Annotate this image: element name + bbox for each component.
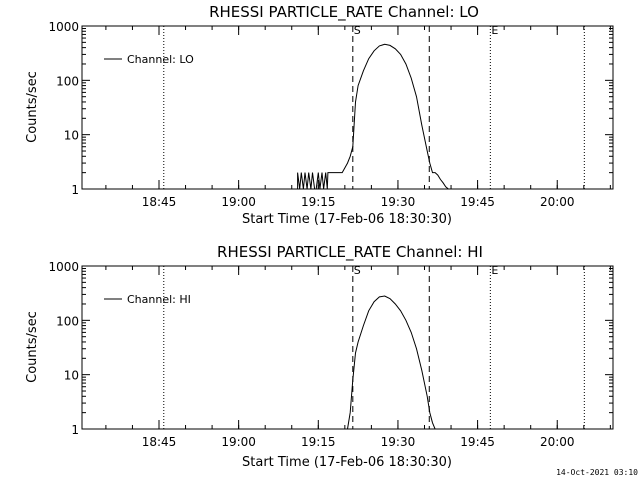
chart-title: RHESSI PARTICLE_RATE Channel: HI (217, 243, 483, 262)
y-axis-label: Counts/sec (25, 311, 40, 383)
chart-title: RHESSI PARTICLE_RATE Channel: LO (209, 3, 479, 22)
x-tick-label: 19:00 (221, 435, 256, 449)
y-tick-label: 100 (56, 74, 79, 88)
timestamp: 14-Oct-2021 03:10 (556, 468, 638, 477)
reference-lines (163, 266, 585, 429)
y-tick-label: 10 (64, 129, 79, 143)
x-tick-label: 20:00 (540, 435, 575, 449)
plot-frame (81, 265, 614, 430)
interval-marker-e: E (491, 24, 498, 37)
x-tick-label: 20:00 (540, 195, 575, 209)
x-axis-label: Start Time (17-Feb-06 18:30:30) (242, 455, 452, 470)
plot-frame (81, 25, 614, 190)
y-tick-label: 1000 (48, 20, 79, 34)
x-tick-label: 18:45 (142, 195, 177, 209)
y-tick-label: 1 (71, 423, 79, 437)
interval-marker-s: S (354, 264, 361, 277)
legend-label: Channel: HI (127, 293, 191, 306)
y-axis-ticks: 1 10 100 1000 (48, 20, 613, 197)
x-axis-ticks: 18:45 19:00 19:15 19:30 19:45 20:00 (105, 26, 611, 209)
x-tick-label: 19:45 (460, 435, 495, 449)
x-axis-ticks: 18:45 19:00 19:15 19:30 19:45 20:00 (105, 266, 611, 449)
series-line-hi (347, 295, 436, 430)
y-axis-label: Counts/sec (25, 71, 40, 143)
y-tick-label: 1000 (48, 260, 79, 274)
x-tick-label: 19:00 (221, 195, 256, 209)
interval-marker-s: S (354, 24, 361, 37)
x-tick-label: 19:15 (301, 195, 336, 209)
x-tick-label: 19:30 (381, 435, 416, 449)
y-tick-label: 10 (64, 369, 79, 383)
y-axis-ticks: 1 10 100 1000 (48, 260, 613, 437)
series-line-lo (297, 43, 449, 190)
legend-label: Channel: LO (127, 53, 194, 66)
x-tick-label: 19:15 (301, 435, 336, 449)
y-tick-label: 100 (56, 314, 79, 328)
x-tick-label: 19:45 (460, 195, 495, 209)
y-tick-label: 1 (71, 183, 79, 197)
x-axis-label: Start Time (17-Feb-06 18:30:30) (242, 212, 452, 227)
interval-marker-e: E (491, 264, 498, 277)
x-tick-label: 18:45 (142, 435, 177, 449)
x-tick-label: 19:30 (381, 195, 416, 209)
